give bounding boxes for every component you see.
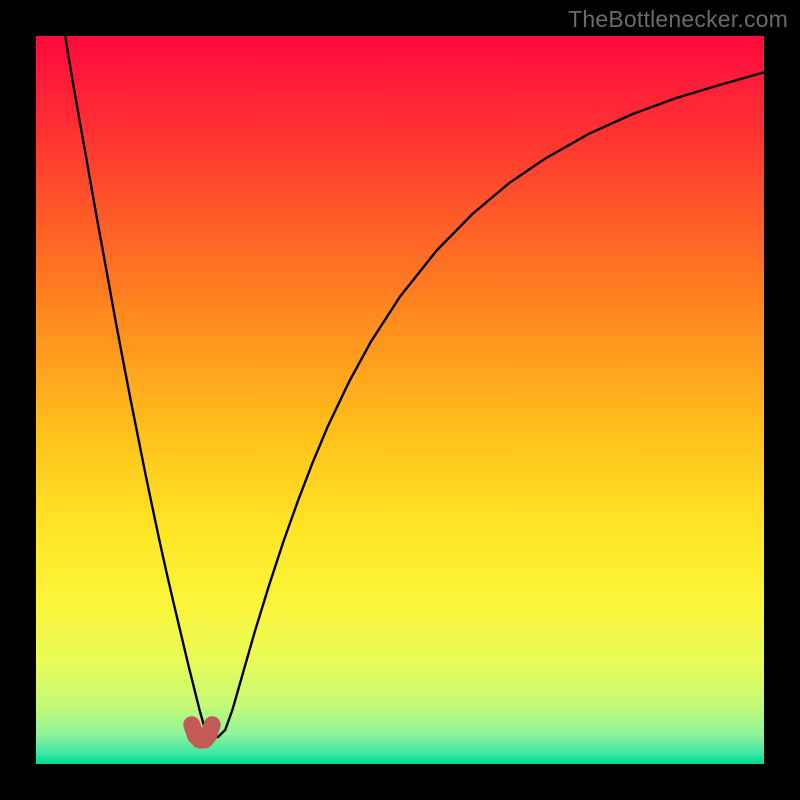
watermark-text: TheBottlenecker.com: [568, 6, 788, 33]
gradient-background: [36, 36, 764, 764]
chart-svg: [36, 36, 764, 764]
plot-area: [36, 36, 764, 764]
canvas: TheBottlenecker.com: [0, 0, 800, 800]
